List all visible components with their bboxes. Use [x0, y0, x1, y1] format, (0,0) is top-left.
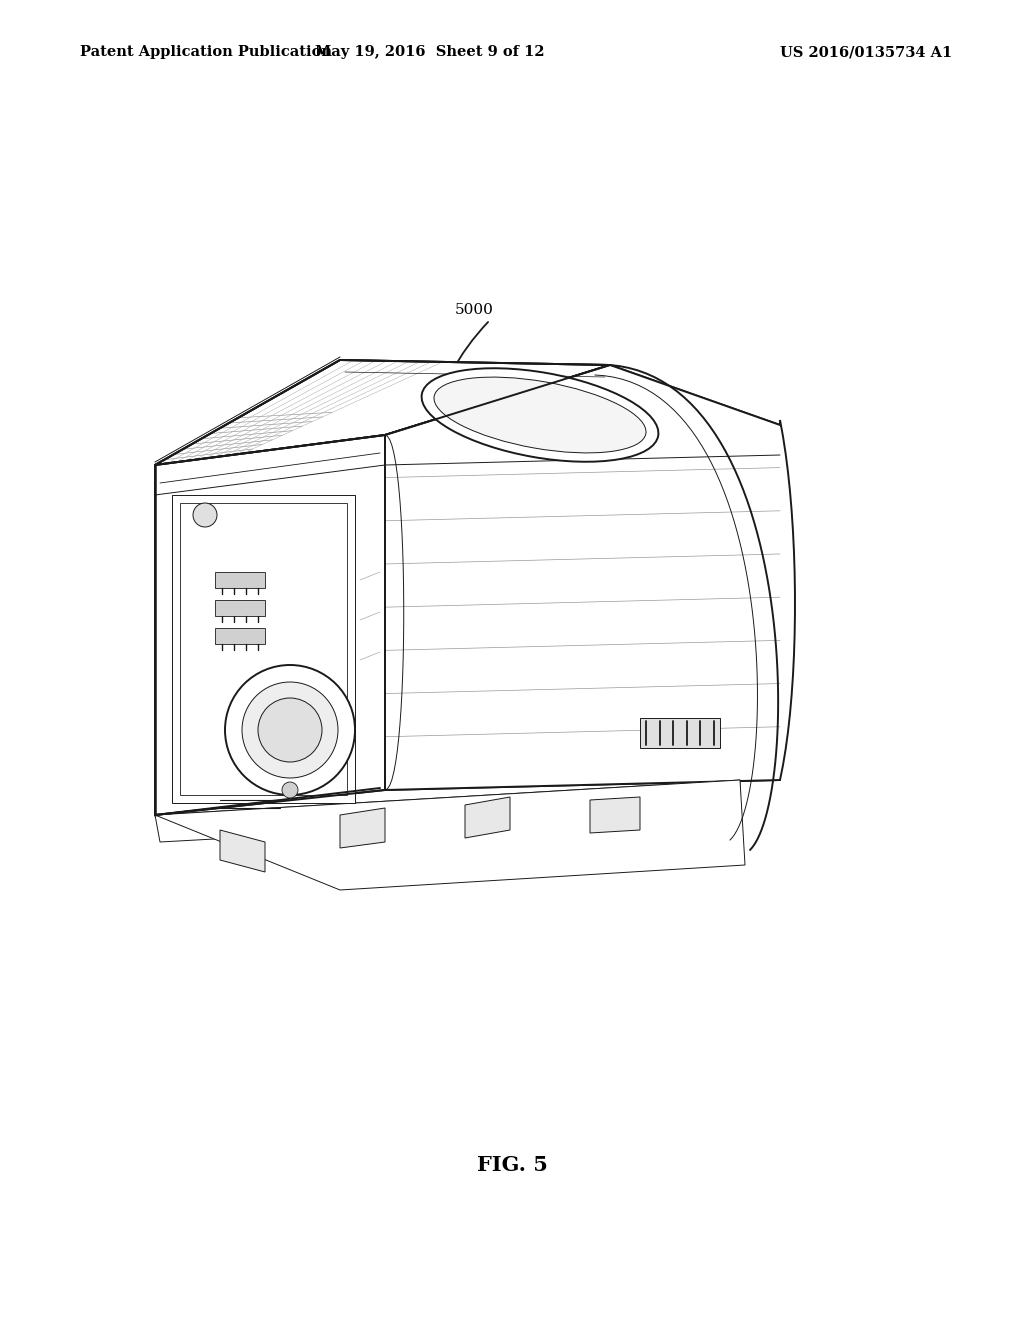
- Circle shape: [193, 503, 217, 527]
- Polygon shape: [590, 797, 640, 833]
- Polygon shape: [155, 780, 745, 890]
- Polygon shape: [465, 797, 510, 838]
- Polygon shape: [385, 366, 795, 789]
- Circle shape: [282, 781, 298, 799]
- Polygon shape: [155, 780, 740, 842]
- Text: Patent Application Publication: Patent Application Publication: [80, 45, 332, 59]
- Polygon shape: [180, 503, 347, 795]
- Polygon shape: [172, 495, 355, 803]
- Text: US 2016/0135734 A1: US 2016/0135734 A1: [780, 45, 952, 59]
- Polygon shape: [155, 436, 385, 814]
- Text: 5000: 5000: [455, 304, 494, 317]
- Polygon shape: [215, 628, 265, 644]
- Polygon shape: [340, 808, 385, 847]
- Circle shape: [258, 698, 322, 762]
- Text: May 19, 2016  Sheet 9 of 12: May 19, 2016 Sheet 9 of 12: [315, 45, 545, 59]
- Text: FIG. 5: FIG. 5: [476, 1155, 548, 1175]
- Ellipse shape: [434, 378, 646, 453]
- Polygon shape: [155, 360, 610, 465]
- Polygon shape: [215, 572, 265, 587]
- Circle shape: [242, 682, 338, 777]
- Circle shape: [225, 665, 355, 795]
- Polygon shape: [640, 718, 720, 748]
- Ellipse shape: [422, 368, 658, 462]
- Polygon shape: [385, 366, 780, 789]
- Polygon shape: [215, 601, 265, 616]
- Polygon shape: [220, 830, 265, 873]
